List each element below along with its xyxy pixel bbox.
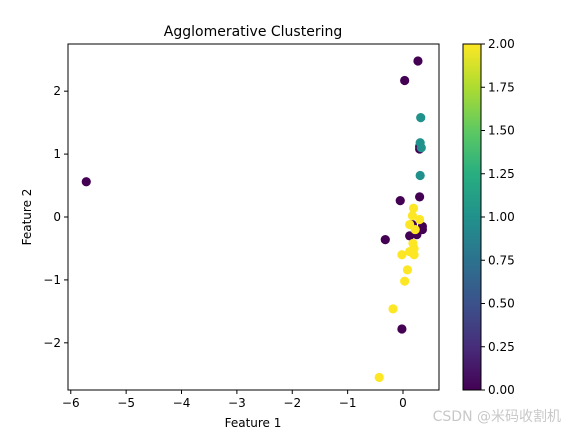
- plot-area: [67, 43, 440, 391]
- x-tick-label: −1: [339, 396, 357, 410]
- data-point-6: [395, 196, 405, 206]
- data-point-12: [380, 235, 390, 245]
- data-point-27: [409, 250, 419, 260]
- y-tick-label: 0: [53, 210, 61, 224]
- colorbar-tick-label: 0.00: [488, 383, 515, 397]
- data-point-17: [415, 170, 425, 181]
- y-axis-label: Feature 2: [20, 189, 34, 246]
- data-point-1: [400, 75, 410, 86]
- x-axis-ticks: −6 −5 −4 −3 −2 −1 0: [62, 390, 407, 410]
- data-point-30: [388, 304, 398, 314]
- x-axis-label: Feature 1: [225, 416, 282, 430]
- data-point-29: [400, 276, 410, 286]
- x-tick-label: −3: [228, 396, 246, 410]
- data-point-13: [397, 324, 407, 334]
- data-point-26: [397, 250, 407, 260]
- data-point-16: [416, 143, 426, 153]
- y-tick-label: 1: [53, 147, 61, 161]
- colorbar-ticks: 0.00 0.25 0.50 0.75 1.00 1.25 1.50 1.75 2.00: [481, 37, 515, 397]
- data-point-22: [410, 224, 420, 235]
- data-point-11: [405, 231, 415, 241]
- x-tick-label: 0: [399, 396, 407, 410]
- colorbar: [462, 43, 482, 391]
- data-point-31: [374, 372, 384, 383]
- y-tick-label: −2: [43, 336, 61, 350]
- data-point-18: [408, 203, 419, 213]
- y-tick-label: 2: [53, 84, 61, 98]
- data-point-28: [402, 265, 413, 275]
- x-tick-label: −2: [283, 396, 301, 410]
- x-tick-label: −6: [62, 396, 80, 410]
- data-point-20: [415, 214, 425, 225]
- watermark: CSDN @米码收割机: [432, 409, 561, 425]
- data-point-5: [415, 192, 425, 202]
- data-point-0: [413, 56, 423, 66]
- y-tick-label: −1: [43, 273, 61, 287]
- colorbar-tick-label: 1.50: [488, 124, 515, 138]
- colorbar-tick-label: 2.00: [488, 37, 515, 51]
- chart-title: Agglomerative Clustering: [164, 24, 342, 40]
- scatter-points: [81, 56, 427, 383]
- data-point-19: [407, 211, 418, 221]
- y-axis-ticks: −2 −1 0 1 2: [43, 84, 68, 350]
- colorbar-tick-label: 0.75: [488, 253, 515, 267]
- colorbar-tick-label: 0.25: [488, 340, 515, 354]
- data-point-14: [416, 113, 426, 123]
- data-point-2: [81, 177, 91, 187]
- colorbar-tick-label: 0.50: [488, 297, 515, 311]
- x-tick-label: −5: [117, 396, 135, 410]
- colorbar-tick-label: 1.00: [488, 210, 515, 224]
- x-tick-label: −4: [173, 396, 191, 410]
- colorbar-tick-label: 1.25: [488, 167, 515, 181]
- colorbar-tick-label: 1.75: [488, 80, 515, 94]
